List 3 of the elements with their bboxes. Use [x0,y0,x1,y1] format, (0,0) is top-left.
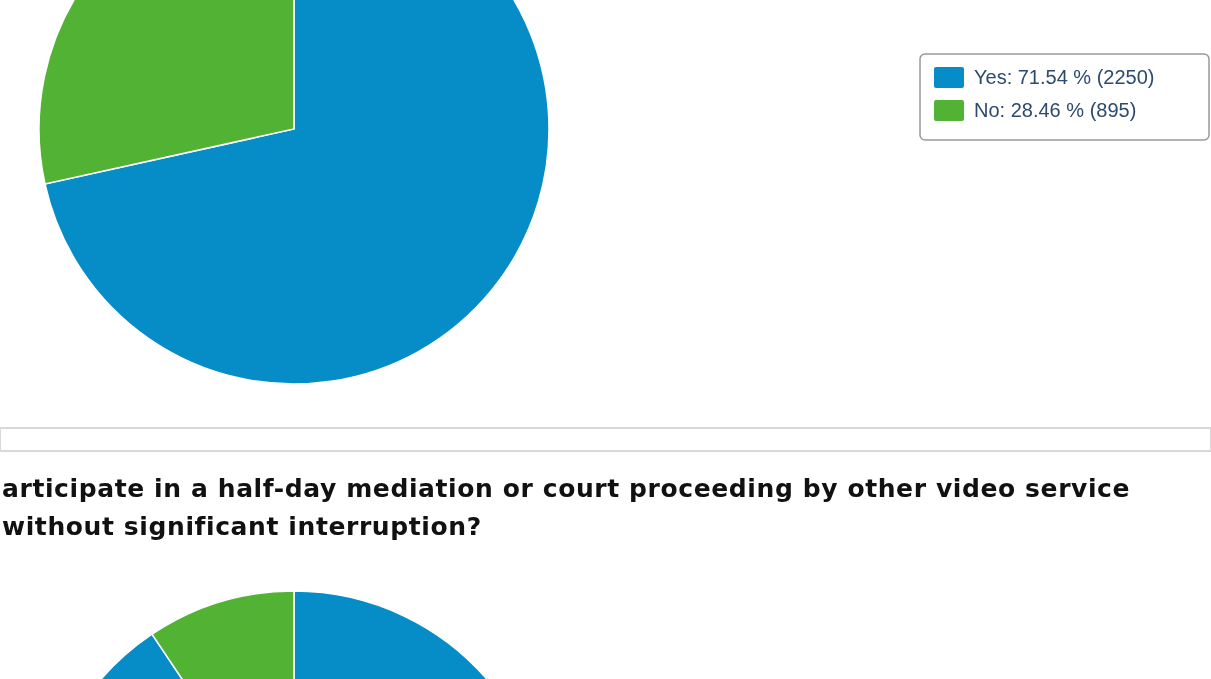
legend-label: Yes: 71.54 % (2250) [974,66,1155,88]
text: articipate in a half-day mediation or court proceeding by other video service without significant interruption? [2,474,1131,541]
legend-label: No: 28.46 % (895) [974,99,1137,121]
